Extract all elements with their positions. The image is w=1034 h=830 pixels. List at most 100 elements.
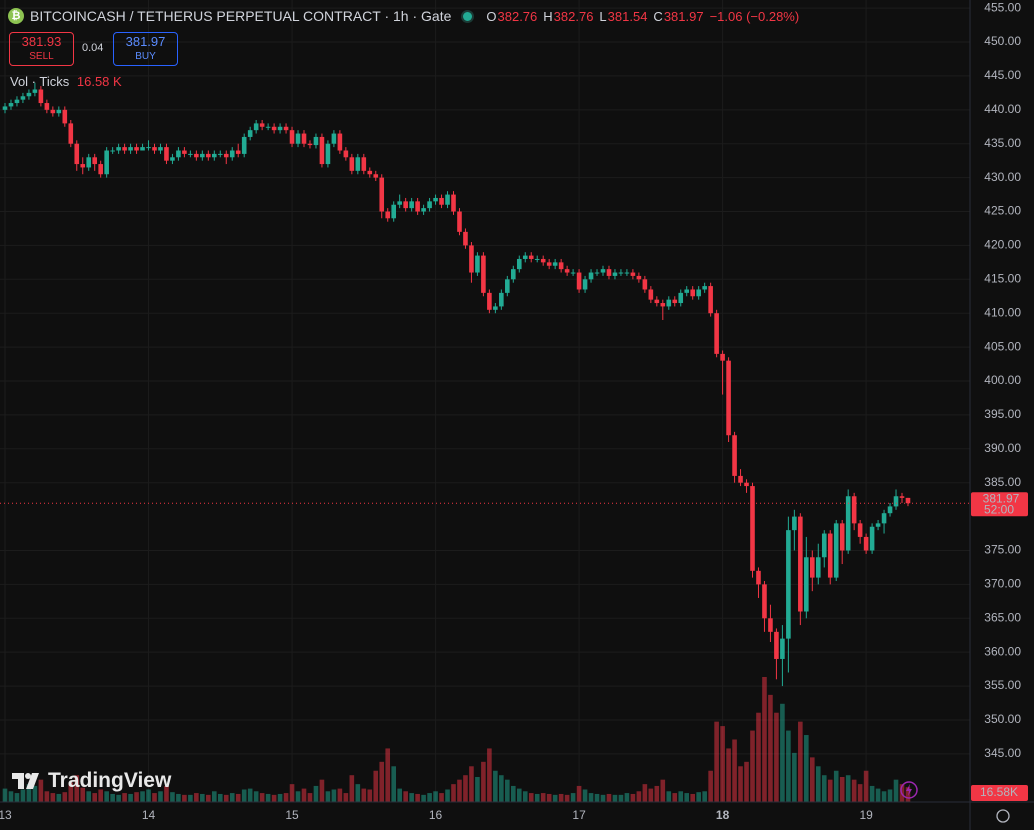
- volume-bar: [140, 791, 145, 802]
- candle-body: [56, 109, 62, 114]
- buy-button[interactable]: 381.97 BUY: [113, 32, 178, 66]
- volume-bar: [851, 779, 857, 802]
- lightning-icon[interactable]: [900, 781, 918, 799]
- volume-bar: [511, 785, 516, 802]
- x-tick-label: 17: [572, 808, 586, 822]
- volume-bar: [714, 721, 719, 802]
- volume-bar: [445, 789, 450, 802]
- volume-bar: [2, 788, 8, 802]
- volume-bar: [875, 788, 881, 802]
- buy-price: 381.97: [125, 34, 166, 49]
- candle-body: [8, 103, 14, 107]
- candle-body: [756, 570, 761, 585]
- volume-bar: [337, 788, 343, 802]
- candle-body: [750, 486, 755, 571]
- candle-body: [86, 157, 92, 168]
- candle-body: [325, 143, 331, 165]
- candle-body: [552, 262, 558, 266]
- candle-body: [409, 201, 414, 209]
- volume-bar: [80, 787, 86, 802]
- volume-bar: [815, 766, 821, 802]
- volume-bar: [666, 791, 672, 802]
- candle-body: [833, 523, 839, 578]
- volume-bar: [122, 793, 127, 802]
- volume-bar: [38, 779, 44, 802]
- y-tick-label: 420.00: [984, 238, 1021, 252]
- volume-bar: [624, 793, 630, 802]
- volume-bar: [708, 770, 713, 802]
- lightning-glyph: [906, 784, 912, 796]
- volume-bar: [893, 779, 899, 802]
- candle-body: [92, 157, 97, 165]
- candle-body: [881, 513, 887, 524]
- candles: [2, 82, 911, 687]
- volume-bar: [672, 793, 678, 802]
- volume-bar: [217, 793, 223, 802]
- volume-bar: [487, 748, 492, 802]
- candle-body: [146, 147, 151, 149]
- volume-bar: [726, 748, 731, 802]
- y-tick-label: 410.00: [984, 305, 1021, 319]
- volume-bar: [774, 712, 779, 802]
- volume-bar: [493, 770, 498, 802]
- volume-bar: [469, 766, 474, 802]
- candle-body: [564, 269, 570, 273]
- sell-button[interactable]: 381.93 SELL: [9, 32, 74, 66]
- volume-bar: [516, 788, 522, 802]
- candle-body: [875, 523, 881, 527]
- candle-body: [648, 289, 654, 300]
- candle-body: [26, 92, 32, 97]
- candle-body: [331, 133, 337, 144]
- candle-body: [439, 197, 444, 205]
- y-tick-label: 345.00: [984, 746, 1021, 760]
- candle-body: [463, 231, 468, 246]
- candle-body: [606, 269, 612, 276]
- candle-body: [229, 150, 235, 158]
- candle-body: [397, 201, 402, 205]
- candle-body: [104, 150, 109, 175]
- candle-body: [863, 536, 869, 551]
- candle-body: [50, 109, 56, 114]
- candle-body: [869, 526, 875, 551]
- volume-bar: [247, 788, 253, 802]
- volume-bar: [301, 788, 307, 802]
- candle-body: [176, 150, 181, 158]
- volume-bar: [744, 761, 749, 802]
- candle-body: [206, 153, 211, 158]
- candle-body: [44, 103, 50, 110]
- volume-tag-value: 16.58K: [980, 785, 1018, 799]
- volume-bar: [92, 793, 97, 802]
- volume-bar: [654, 785, 660, 802]
- candle-body: [259, 123, 265, 127]
- candle-body: [600, 269, 606, 273]
- volume-bar: [421, 794, 426, 802]
- candle-body: [235, 150, 241, 154]
- candle-body: [265, 126, 271, 128]
- volume-bar: [810, 757, 815, 802]
- watermark-text: TradingView: [48, 769, 172, 792]
- volume-bar: [750, 730, 755, 802]
- symbol-title[interactable]: BITCOINCASH / TETHERUS PERPETUAL CONTRAC…: [30, 8, 452, 24]
- candle-body: [217, 153, 223, 155]
- y-tick-label: 360.00: [984, 644, 1021, 658]
- volume-bar: [588, 793, 594, 802]
- candle-body: [618, 272, 624, 274]
- ohlc-key: C: [653, 8, 663, 24]
- candle-body: [337, 133, 343, 151]
- volume-bar: [576, 785, 582, 802]
- settings-icon[interactable]: [996, 809, 1010, 823]
- volume-bar: [684, 793, 690, 802]
- volume-bar: [158, 791, 163, 802]
- ohlc-value: 382.76: [553, 8, 594, 24]
- volume-bar: [690, 793, 695, 802]
- volume-bar: [792, 752, 797, 802]
- candle-body: [241, 136, 247, 154]
- y-tick-label: 365.00: [984, 610, 1021, 624]
- y-tick-label: 375.00: [984, 543, 1021, 557]
- volume-bar: [212, 791, 217, 802]
- volume-bar: [176, 793, 181, 802]
- volume-bar: [74, 775, 80, 802]
- candle-body: [433, 197, 438, 202]
